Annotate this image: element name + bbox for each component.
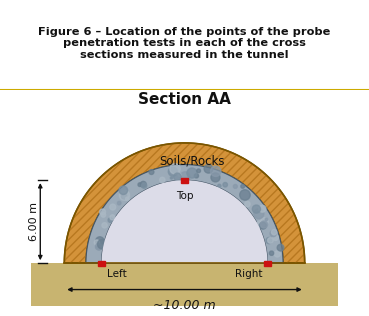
Circle shape [149,170,154,174]
Circle shape [272,229,277,235]
Circle shape [119,190,130,200]
Circle shape [261,218,268,225]
Circle shape [180,172,190,181]
Circle shape [174,173,181,180]
Circle shape [108,218,113,222]
Circle shape [252,205,261,213]
Circle shape [241,185,245,188]
Circle shape [96,243,103,250]
Circle shape [101,213,106,217]
Circle shape [178,173,181,176]
Circle shape [170,164,180,174]
Text: Section AA: Section AA [138,92,231,107]
Circle shape [138,183,142,186]
Circle shape [204,164,213,173]
Circle shape [257,221,263,228]
Bar [98,261,105,265]
Circle shape [277,244,284,251]
Circle shape [233,185,237,188]
Circle shape [245,201,250,207]
Polygon shape [31,263,338,307]
Circle shape [218,184,221,187]
Circle shape [94,240,100,245]
Polygon shape [64,143,305,263]
Circle shape [140,181,146,187]
Text: ~10.00 m: ~10.00 m [153,299,216,312]
Circle shape [261,221,268,228]
Circle shape [160,177,165,183]
Circle shape [197,169,200,173]
Text: Figure 6 – Location of the points of the probe
penetration tests in each of the : Figure 6 – Location of the points of the… [38,27,331,60]
Circle shape [274,251,280,257]
Circle shape [223,182,227,187]
Text: Right: Right [235,269,262,279]
Circle shape [102,223,107,228]
Circle shape [210,166,221,176]
Circle shape [121,194,127,200]
Polygon shape [86,165,283,263]
Circle shape [265,218,268,221]
Circle shape [266,237,272,244]
Bar [181,178,188,183]
Polygon shape [101,180,268,263]
Circle shape [110,204,116,210]
Circle shape [270,230,276,237]
Circle shape [96,237,104,245]
Circle shape [96,244,102,250]
Text: Soils/Rocks: Soils/Rocks [159,155,224,167]
Circle shape [273,235,279,240]
Text: Top: Top [176,191,193,201]
Circle shape [259,222,266,229]
Circle shape [117,201,121,205]
Circle shape [268,238,273,243]
Circle shape [259,205,266,212]
Circle shape [269,251,274,255]
Circle shape [168,167,177,176]
Circle shape [194,174,199,178]
Circle shape [141,183,147,188]
Bar [264,261,271,265]
Circle shape [119,186,128,195]
Text: Left: Left [107,269,127,279]
Circle shape [187,168,197,178]
Text: 6.00 m: 6.00 m [29,202,39,241]
Circle shape [110,215,115,220]
Circle shape [254,209,264,219]
Circle shape [240,190,250,200]
Circle shape [97,240,107,249]
Circle shape [100,209,106,215]
Circle shape [125,197,129,201]
Circle shape [170,177,173,179]
Circle shape [211,173,220,182]
